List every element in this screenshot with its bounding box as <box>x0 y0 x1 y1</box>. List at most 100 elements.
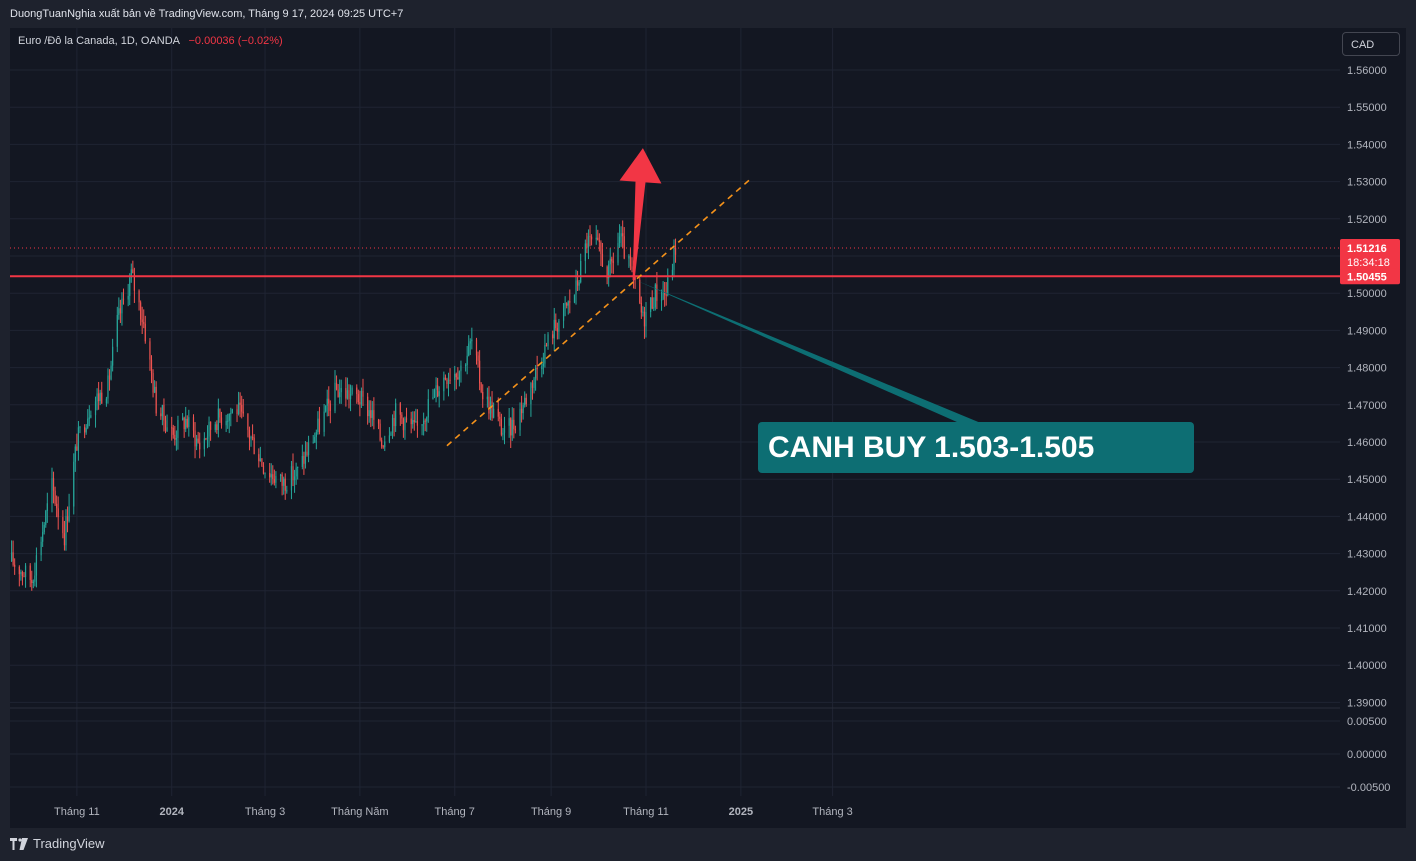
candle-body <box>421 424 423 426</box>
price-tags: 1.51216 18:34:18 1.50455 <box>1340 238 1400 285</box>
level-tag <box>1340 268 1400 285</box>
candle-body <box>454 373 456 381</box>
candle-body <box>480 383 482 392</box>
candle-body <box>356 387 358 395</box>
currency-button[interactable]: CAD <box>1342 32 1400 56</box>
candle-body <box>51 478 53 504</box>
candle-body <box>174 434 176 440</box>
candle-body <box>643 311 646 327</box>
candle-body <box>84 427 86 433</box>
candle-body <box>346 390 349 399</box>
candle-body <box>432 397 434 400</box>
candle-body <box>437 385 439 397</box>
candle-body <box>251 436 254 438</box>
candle-body <box>513 419 515 430</box>
candle-body <box>443 377 445 392</box>
candle-body <box>318 418 321 432</box>
candle-body <box>99 392 101 402</box>
candle-body <box>248 429 251 439</box>
candle-body <box>155 386 157 414</box>
candle-body <box>519 408 521 431</box>
indicator-tick-label: 0.00500 <box>1347 716 1387 728</box>
price-tick-label: 1.50000 <box>1347 288 1387 300</box>
candle-body <box>469 341 471 344</box>
candle-body <box>108 375 111 380</box>
candle-body <box>236 409 238 414</box>
candle-body <box>660 299 663 301</box>
candle-body <box>674 248 677 255</box>
grid-lines <box>10 28 1406 796</box>
candle-body <box>199 442 201 450</box>
candle-body <box>502 432 504 435</box>
candle-body <box>206 436 209 440</box>
candle-body <box>426 417 428 422</box>
candle-body <box>217 408 219 431</box>
candle-body <box>340 388 342 393</box>
candle-body <box>96 393 98 402</box>
candle-body <box>116 315 118 347</box>
symbol-title[interactable]: Euro /Đô la Canada, 1D, OANDA <box>18 35 180 47</box>
price-change: −0.00036 (−0.02%) <box>188 35 283 47</box>
candle-body <box>94 401 97 416</box>
candle-body <box>520 408 523 414</box>
candle-body <box>345 388 347 399</box>
candle-body <box>337 389 339 398</box>
time-tick-label: Tháng 11 <box>54 806 100 818</box>
tradingview-logo: TradingView <box>10 836 105 851</box>
candle-body <box>54 490 56 504</box>
candle-body <box>186 418 188 427</box>
candle-body <box>264 472 266 474</box>
candle-body <box>166 427 168 431</box>
candle-body <box>460 365 462 372</box>
candle-body <box>384 441 386 448</box>
candle-body <box>279 474 282 477</box>
candle-body <box>390 432 392 436</box>
candle-body <box>534 367 537 379</box>
logo-text: TradingView <box>33 836 105 851</box>
candle-body <box>247 413 249 430</box>
candle-body <box>399 403 401 415</box>
candle-body <box>482 391 484 400</box>
candle-body <box>107 375 109 399</box>
candle-body <box>339 392 341 398</box>
candle-body <box>349 393 352 400</box>
candle-body <box>23 575 25 577</box>
publish-line: DuongTuanNghia xuất bản về TradingView.c… <box>10 8 404 20</box>
candle-body <box>393 417 395 427</box>
candle-body <box>449 379 451 381</box>
candle-body <box>144 323 146 342</box>
candle-body <box>175 437 177 440</box>
candle-body <box>555 319 557 329</box>
countdown-timer: 18:34:18 <box>1347 257 1390 269</box>
candle-body <box>183 417 185 430</box>
candle-body <box>612 261 614 263</box>
candle-body <box>525 397 527 405</box>
candle-body <box>415 421 417 423</box>
candle-body <box>382 446 384 448</box>
candle-body <box>654 284 656 308</box>
candle-body <box>524 397 526 406</box>
candle-body <box>79 427 81 429</box>
candle-body <box>530 383 532 405</box>
candle-body <box>645 312 647 327</box>
candle-body <box>259 458 261 462</box>
candle-body <box>18 566 20 575</box>
price-tick-label: 1.41000 <box>1347 623 1387 635</box>
candle-body <box>314 436 316 443</box>
support-trendline <box>446 177 753 447</box>
price-tick-label: 1.47000 <box>1347 400 1387 412</box>
candle-body <box>491 401 493 418</box>
candle-body <box>325 405 327 412</box>
candle-body <box>130 269 132 278</box>
candle-body <box>457 377 459 380</box>
candle-body <box>662 292 664 300</box>
price-tick-label: 1.52000 <box>1347 214 1387 226</box>
candle-body <box>154 386 156 393</box>
candle-body <box>85 428 87 433</box>
candle-body <box>413 420 415 423</box>
time-tick-label: 2024 <box>159 806 184 818</box>
price-tick-label: 1.44000 <box>1347 511 1387 523</box>
candle-body <box>133 273 135 291</box>
candle-body <box>569 301 571 303</box>
